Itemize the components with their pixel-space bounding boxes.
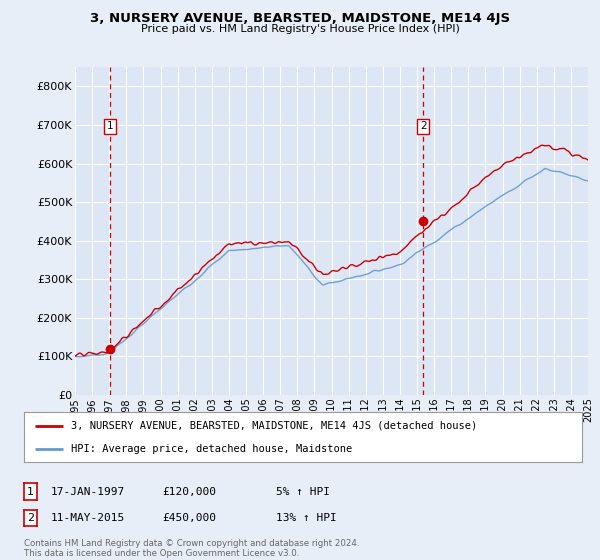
Text: 1: 1 bbox=[27, 487, 34, 497]
Text: Price paid vs. HM Land Registry's House Price Index (HPI): Price paid vs. HM Land Registry's House … bbox=[140, 24, 460, 34]
Text: 2: 2 bbox=[27, 513, 34, 523]
Text: 2: 2 bbox=[420, 121, 427, 131]
Text: £450,000: £450,000 bbox=[162, 513, 216, 523]
Text: 1: 1 bbox=[107, 121, 113, 131]
Text: 3, NURSERY AVENUE, BEARSTED, MAIDSTONE, ME14 4JS (detached house): 3, NURSERY AVENUE, BEARSTED, MAIDSTONE, … bbox=[71, 421, 478, 431]
Text: Contains HM Land Registry data © Crown copyright and database right 2024.
This d: Contains HM Land Registry data © Crown c… bbox=[24, 539, 359, 558]
Text: 17-JAN-1997: 17-JAN-1997 bbox=[51, 487, 125, 497]
Text: 11-MAY-2015: 11-MAY-2015 bbox=[51, 513, 125, 523]
Text: 5% ↑ HPI: 5% ↑ HPI bbox=[276, 487, 330, 497]
Text: 13% ↑ HPI: 13% ↑ HPI bbox=[276, 513, 337, 523]
Text: HPI: Average price, detached house, Maidstone: HPI: Average price, detached house, Maid… bbox=[71, 445, 353, 454]
Text: £120,000: £120,000 bbox=[162, 487, 216, 497]
Text: 3, NURSERY AVENUE, BEARSTED, MAIDSTONE, ME14 4JS: 3, NURSERY AVENUE, BEARSTED, MAIDSTONE, … bbox=[90, 12, 510, 25]
